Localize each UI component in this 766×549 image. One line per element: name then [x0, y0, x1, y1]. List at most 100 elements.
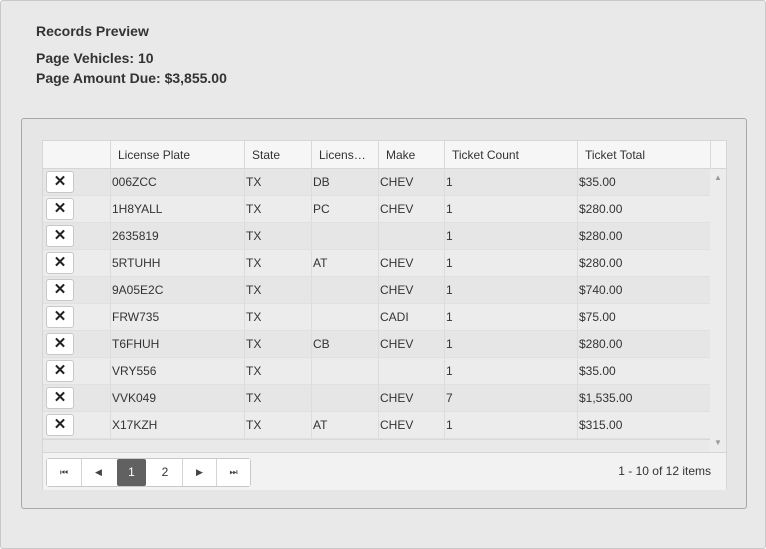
grid-horizontal-strip [43, 439, 710, 452]
cell-ticket-total: $280.00 [577, 331, 710, 357]
remove-row-button[interactable]: ✕ [46, 306, 74, 328]
last-page-button[interactable]: ⏭ [216, 459, 250, 486]
column-header-actions [43, 141, 110, 169]
cell-license-plate: X17KZH [110, 412, 244, 438]
cell-license-plate: T6FHUH [110, 331, 244, 357]
summary-section: Records Preview Page Vehicles: 10 Page A… [36, 23, 227, 88]
cell-license-type: CB [311, 331, 378, 357]
cell-state: TX [244, 358, 311, 384]
cell-ticket-count: 1 [444, 331, 577, 357]
table-row[interactable]: ✕ VVK049 TX CHEV 7 $1,535.00 [43, 385, 710, 412]
remove-row-button[interactable]: ✕ [46, 252, 74, 274]
cell-make [378, 223, 444, 249]
cell-license-type [311, 358, 378, 384]
grid-panel: License Plate State Licens… Make Ticket … [21, 118, 747, 509]
table-row[interactable]: ✕ X17KZH TX AT CHEV 1 $315.00 [43, 412, 710, 439]
remove-row-button[interactable]: ✕ [46, 171, 74, 193]
cell-ticket-count: 1 [444, 358, 577, 384]
cell-ticket-total: $75.00 [577, 304, 710, 330]
cell-license-plate: FRW735 [110, 304, 244, 330]
cell-ticket-count: 1 [444, 169, 577, 195]
column-header-license-type[interactable]: Licens… [311, 141, 378, 169]
cell-make: CHEV [378, 169, 444, 195]
page-button-1[interactable]: 1 [117, 459, 146, 486]
cell-license-plate: 9A05E2C [110, 277, 244, 303]
remove-row-button[interactable]: ✕ [46, 387, 74, 409]
remove-row-button[interactable]: ✕ [46, 198, 74, 220]
cell-state: TX [244, 250, 311, 276]
cell-ticket-total: $35.00 [577, 358, 710, 384]
cell-ticket-total: $280.00 [577, 223, 710, 249]
cell-license-type: AT [311, 250, 378, 276]
cell-license-type [311, 277, 378, 303]
remove-row-cell: ✕ [43, 196, 110, 222]
vertical-scrollbar[interactable]: ▲ ▼ [710, 169, 726, 452]
remove-row-button[interactable]: ✕ [46, 333, 74, 355]
column-header-license-plate[interactable]: License Plate [110, 141, 244, 169]
cell-ticket-count: 1 [444, 304, 577, 330]
table-row[interactable]: ✕ VRY556 TX 1 $35.00 [43, 358, 710, 385]
cell-license-type [311, 385, 378, 411]
cell-license-plate: 1H8YALL [110, 196, 244, 222]
cell-ticket-total: $740.00 [577, 277, 710, 303]
table-row[interactable]: ✕ FRW735 TX CADI 1 $75.00 [43, 304, 710, 331]
previous-page-button[interactable]: ◀ [81, 459, 115, 486]
pager-info: 1 - 10 of 12 items [618, 464, 711, 478]
first-page-button[interactable]: ⏮ [47, 459, 81, 486]
remove-row-button[interactable]: ✕ [46, 279, 74, 301]
column-header-make[interactable]: Make [378, 141, 444, 169]
cell-ticket-total: $1,535.00 [577, 385, 710, 411]
cell-ticket-count: 1 [444, 223, 577, 249]
records-grid: License Plate State Licens… Make Ticket … [42, 140, 727, 490]
cell-license-plate: 2635819 [110, 223, 244, 249]
cell-ticket-total: $280.00 [577, 196, 710, 222]
cell-state: TX [244, 196, 311, 222]
cell-state: TX [244, 169, 311, 195]
scroll-down-icon[interactable]: ▼ [714, 438, 722, 447]
cell-license-type [311, 223, 378, 249]
cell-ticket-total: $315.00 [577, 412, 710, 438]
cell-ticket-count: 7 [444, 385, 577, 411]
remove-row-button[interactable]: ✕ [46, 225, 74, 247]
cell-make: CHEV [378, 385, 444, 411]
remove-row-button[interactable]: ✕ [46, 414, 74, 436]
grid-body: ✕ 006ZCC TX DB CHEV 1 $35.00 ✕ 1H8YALL TX PC CHEV 1 $… [43, 169, 710, 452]
page-amount-due-label: Page Amount Due: $3,855.00 [36, 70, 227, 86]
grid-header: License Plate State Licens… Make Ticket … [43, 141, 726, 169]
remove-row-button[interactable]: ✕ [46, 360, 74, 382]
remove-row-cell: ✕ [43, 331, 110, 357]
cell-state: TX [244, 277, 311, 303]
next-page-button[interactable]: ▶ [182, 459, 216, 486]
table-row[interactable]: ✕ 5RTUHH TX AT CHEV 1 $280.00 [43, 250, 710, 277]
remove-row-cell: ✕ [43, 304, 110, 330]
cell-ticket-count: 1 [444, 277, 577, 303]
cell-state: TX [244, 412, 311, 438]
cell-state: TX [244, 331, 311, 357]
table-row[interactable]: ✕ 2635819 TX 1 $280.00 [43, 223, 710, 250]
grid-pager: ⏮ ◀ 1 2 ▶ ⏭ 1 - 10 of 12 items [43, 452, 726, 490]
cell-ticket-count: 1 [444, 412, 577, 438]
remove-row-cell: ✕ [43, 385, 110, 411]
scroll-up-icon[interactable]: ▲ [714, 173, 722, 182]
remove-row-cell: ✕ [43, 223, 110, 249]
column-header-ticket-count[interactable]: Ticket Count [444, 141, 577, 169]
table-row[interactable]: ✕ 9A05E2C TX CHEV 1 $740.00 [43, 277, 710, 304]
cell-ticket-count: 1 [444, 196, 577, 222]
cell-make [378, 358, 444, 384]
remove-row-cell: ✕ [43, 169, 110, 195]
table-row[interactable]: ✕ T6FHUH TX CB CHEV 1 $280.00 [43, 331, 710, 358]
pager-buttons: ⏮ ◀ 1 2 ▶ ⏭ [46, 458, 251, 487]
remove-row-cell: ✕ [43, 250, 110, 276]
cell-license-plate: VRY556 [110, 358, 244, 384]
column-header-state[interactable]: State [244, 141, 311, 169]
page-button-2[interactable]: 2 [148, 459, 182, 486]
cell-license-type [311, 304, 378, 330]
cell-make: CHEV [378, 196, 444, 222]
table-row[interactable]: ✕ 1H8YALL TX PC CHEV 1 $280.00 [43, 196, 710, 223]
remove-row-cell: ✕ [43, 412, 110, 438]
column-header-ticket-total[interactable]: Ticket Total [577, 141, 710, 169]
table-row[interactable]: ✕ 006ZCC TX DB CHEV 1 $35.00 [43, 169, 710, 196]
cell-license-plate: 5RTUHH [110, 250, 244, 276]
cell-state: TX [244, 385, 311, 411]
